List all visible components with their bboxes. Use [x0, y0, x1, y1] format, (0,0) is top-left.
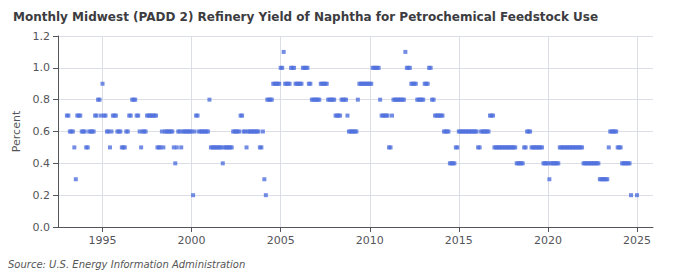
- svg-text:2025: 2025: [623, 234, 651, 247]
- svg-text:1.2: 1.2: [33, 30, 51, 43]
- svg-text:0.2: 0.2: [33, 189, 51, 202]
- svg-text:Source: U.S. Energy Informatio: Source: U.S. Energy Information Administ…: [8, 259, 245, 270]
- svg-text:2010: 2010: [356, 234, 384, 247]
- svg-text:0.0: 0.0: [33, 221, 51, 234]
- svg-text:0.6: 0.6: [33, 125, 51, 138]
- svg-text:1.0: 1.0: [33, 61, 51, 74]
- svg-text:2000: 2000: [178, 234, 206, 247]
- svg-text:2020: 2020: [534, 234, 562, 247]
- svg-text:1995: 1995: [89, 234, 117, 247]
- svg-text:2015: 2015: [445, 234, 473, 247]
- svg-text:2005: 2005: [267, 234, 295, 247]
- svg-text:0.4: 0.4: [33, 157, 51, 170]
- svg-text:0.8: 0.8: [33, 93, 51, 106]
- svg-text:Monthly Midwest (PADD 2) Refin: Monthly Midwest (PADD 2) Refinery Yield …: [13, 10, 598, 24]
- svg-text:Percent: Percent: [10, 110, 23, 152]
